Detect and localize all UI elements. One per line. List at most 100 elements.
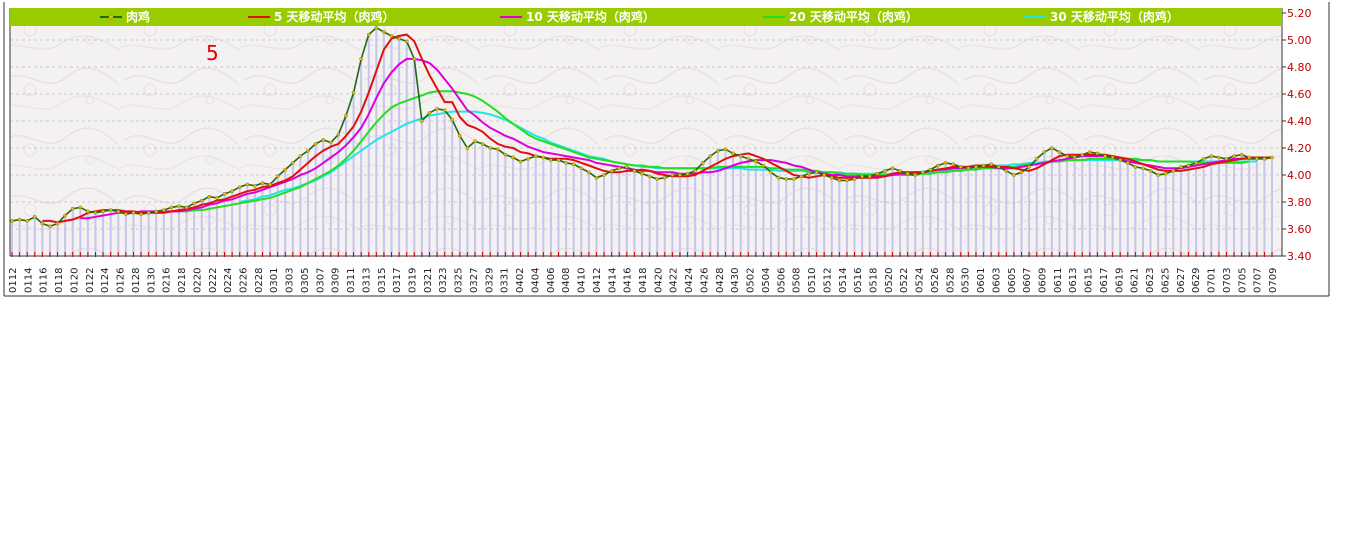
price-point	[458, 134, 462, 138]
x-tick-label: 0701	[1207, 268, 1218, 293]
price-point	[1133, 165, 1138, 169]
y-tick-label: 4.40	[1287, 115, 1312, 128]
price-point	[617, 166, 622, 171]
price-point	[328, 140, 333, 145]
price-point	[222, 192, 227, 196]
price-point	[25, 219, 29, 223]
price-point	[55, 221, 60, 226]
price-point	[860, 174, 864, 179]
price-point	[1232, 154, 1236, 158]
price-point	[1065, 154, 1069, 158]
price-point	[237, 185, 242, 189]
price-point	[230, 189, 234, 193]
price-point	[738, 154, 743, 158]
price-point	[321, 138, 326, 142]
x-tick-label: 0619	[1114, 268, 1125, 293]
x-tick-label: 0526	[930, 268, 941, 293]
price-point	[1163, 171, 1168, 176]
price-point	[700, 161, 705, 165]
x-tick-label: 0112	[8, 268, 19, 293]
price-point	[571, 162, 576, 166]
price-point	[1186, 163, 1191, 168]
x-tick-label: 0418	[638, 268, 649, 293]
x-tick-label: 0323	[438, 268, 449, 293]
price-point	[199, 198, 204, 203]
x-tick-label: 0522	[899, 268, 910, 293]
x-tick-label: 0617	[1099, 268, 1110, 293]
x-tick-label: 0406	[546, 268, 557, 293]
x-tick-label: 0404	[530, 268, 541, 293]
x-tick-label: 0309	[331, 268, 342, 293]
price-point	[420, 119, 424, 123]
price-point	[579, 166, 584, 171]
price-point	[784, 177, 789, 181]
x-tick-label: 0627	[1176, 268, 1187, 293]
price-point	[131, 210, 136, 215]
price-point	[799, 174, 804, 179]
x-tick-label: 0218	[177, 268, 188, 293]
price-point	[541, 155, 546, 160]
y-tick-label: 5.20	[1287, 7, 1312, 20]
price-point	[435, 107, 439, 111]
price-point	[124, 212, 128, 216]
x-tick-label: 0331	[500, 268, 511, 293]
price-point	[640, 171, 644, 176]
series-line-ma20	[156, 90, 1250, 214]
price-point	[602, 173, 606, 177]
price-point	[890, 166, 895, 171]
x-tick-label: 0126	[116, 268, 127, 293]
price-point	[1209, 154, 1214, 158]
x-tick-label: 0124	[100, 268, 111, 293]
price-point	[761, 163, 766, 168]
x-tick-label: 0327	[469, 268, 480, 293]
price-point	[609, 169, 614, 173]
x-tick-label: 0303	[285, 268, 296, 293]
price-point	[306, 148, 310, 153]
y-tick-label: 4.80	[1287, 61, 1312, 74]
price-point	[974, 165, 978, 169]
price-point	[93, 210, 98, 215]
price-point	[883, 169, 887, 173]
price-point	[40, 221, 45, 226]
x-tick-label: 0508	[792, 268, 803, 293]
price-point	[587, 170, 591, 175]
price-point	[427, 111, 432, 115]
x-tick-label: 0305	[300, 268, 311, 293]
x-tick-label: 0621	[1130, 268, 1141, 293]
legend-swatch-marker	[108, 14, 114, 20]
legend-label: 30 天移动平均（肉鸡）	[1050, 9, 1179, 24]
x-tick-label: 0601	[976, 268, 987, 293]
price-point	[382, 30, 386, 34]
x-tick-label: 0703	[1222, 268, 1233, 293]
price-point	[298, 154, 303, 158]
legend-bar	[10, 8, 1282, 26]
price-point	[374, 26, 379, 30]
price-point	[807, 171, 811, 176]
price-point	[359, 57, 363, 61]
x-tick-label: 0118	[54, 268, 65, 293]
price-point	[655, 177, 659, 181]
x-tick-label: 0408	[561, 268, 572, 293]
plot-background	[10, 25, 1282, 255]
price-point	[1262, 156, 1267, 161]
series-line-ma10	[80, 57, 1257, 220]
price-point	[533, 154, 538, 158]
price-point	[1110, 155, 1115, 160]
price-point	[78, 205, 83, 210]
price-point	[723, 147, 728, 152]
price-point	[1027, 165, 1031, 169]
price-point	[936, 163, 940, 168]
price-point	[404, 39, 409, 44]
x-tick-label: 0301	[269, 268, 280, 293]
price-point	[875, 171, 880, 176]
legend: 肉鸡 5 天移动平均（肉鸡） 10 天移动平均（肉鸡） 20 天移动平均（肉鸡） 30 …	[100, 9, 1179, 24]
price-point	[177, 204, 181, 208]
y-tick-label: 4.60	[1287, 88, 1312, 101]
x-tick-label: 0428	[715, 268, 726, 293]
price-point	[465, 146, 470, 150]
price-point	[412, 57, 417, 61]
price-point	[549, 158, 553, 162]
x-tick-label: 0430	[730, 268, 741, 293]
legend-label: 10 天移动平均（肉鸡）	[526, 9, 655, 24]
price-point	[1057, 150, 1062, 154]
